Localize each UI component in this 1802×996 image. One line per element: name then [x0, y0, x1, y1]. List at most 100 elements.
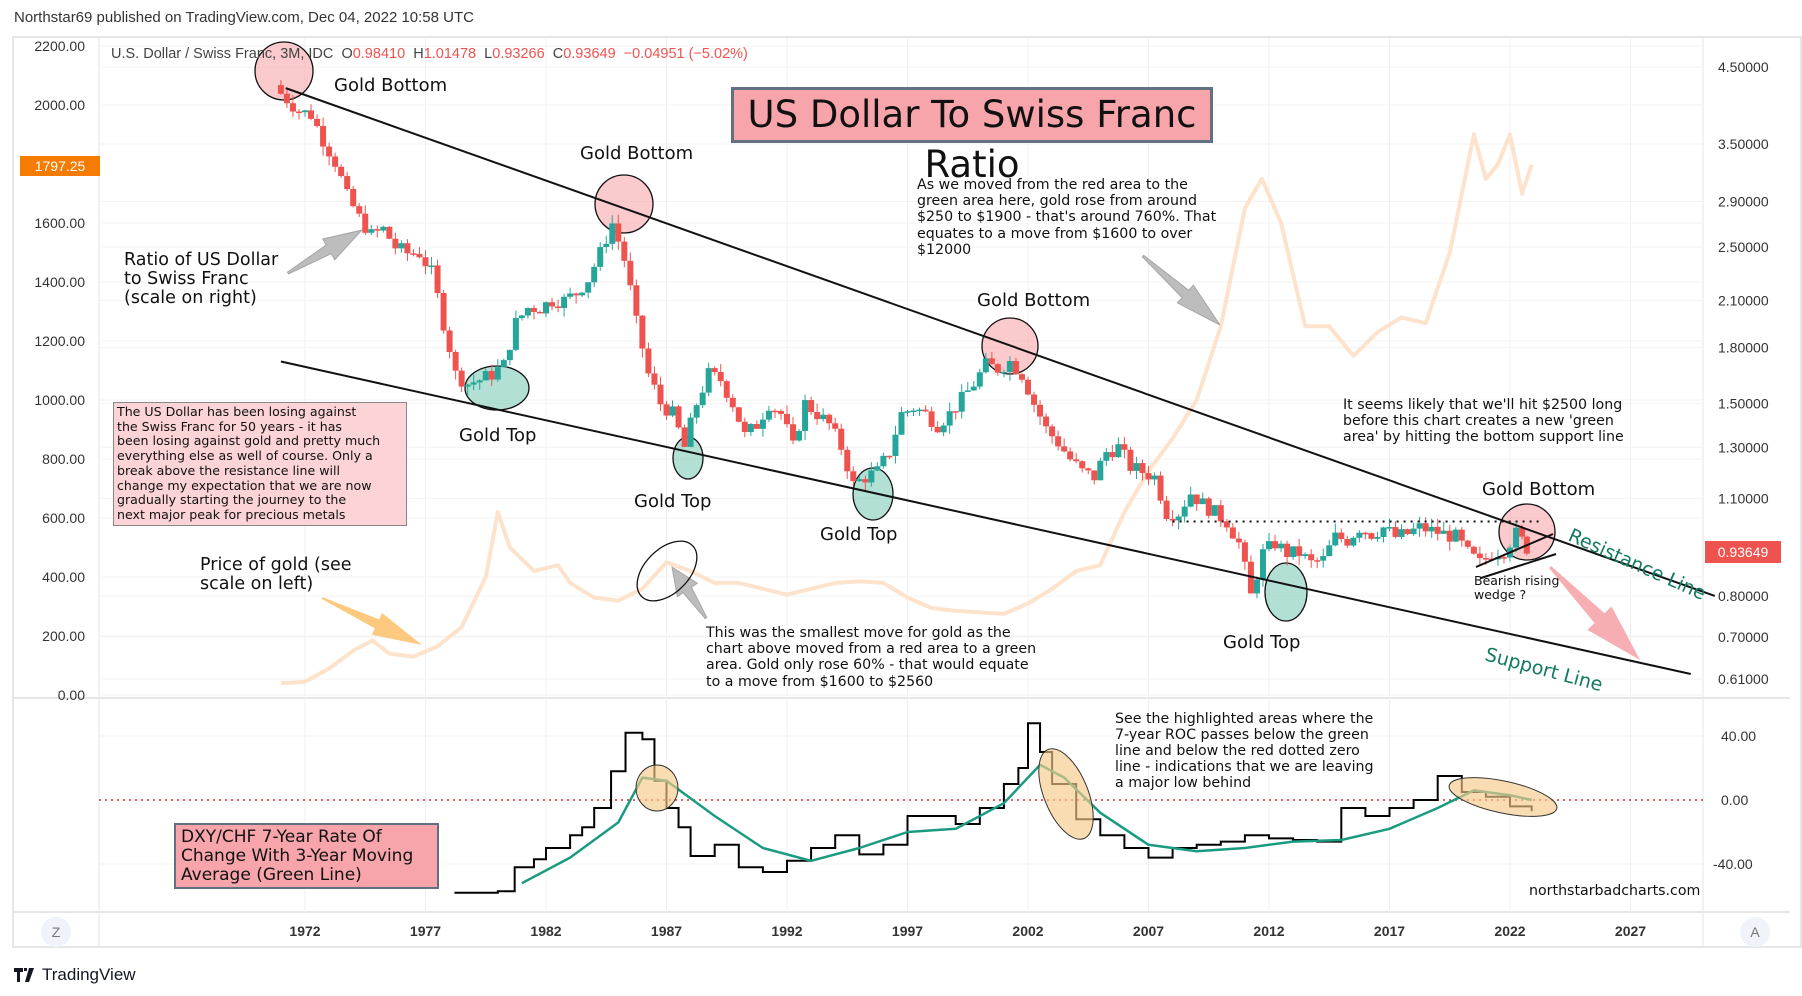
tradingview-logo[interactable]: TradingView [14, 965, 136, 985]
candle-up [494, 367, 501, 380]
candle-down [1344, 539, 1351, 546]
ratio-description-label: Ratio of US Dollar to Swiss Franc (scale… [124, 250, 279, 308]
candle-down [844, 449, 851, 472]
candle-down [657, 384, 664, 405]
gold-top-label-1995: Gold Top [820, 524, 898, 545]
candle-up [765, 410, 772, 420]
candle-up [880, 455, 887, 467]
candle-down [434, 265, 441, 294]
candle-down [1476, 553, 1483, 559]
candle-down [711, 368, 718, 373]
candle-up [1211, 505, 1218, 516]
time-tick-label: 1997 [892, 923, 923, 939]
candle-up [1133, 463, 1140, 471]
candle-down [952, 411, 959, 413]
candle-up [1320, 556, 1327, 561]
candle-down [1404, 529, 1411, 535]
candle-up [1199, 498, 1206, 505]
candle-down [1169, 519, 1176, 521]
candle-down [289, 103, 296, 112]
candle-down [1392, 527, 1399, 537]
right-tick-label: 1.10000 [1718, 490, 1769, 506]
right-tick-label: 1.50000 [1718, 395, 1769, 411]
candle-down [1145, 473, 1152, 480]
candle-down [1079, 461, 1086, 469]
candle-down [808, 400, 815, 413]
roc-tick-label: 0.00 [1721, 792, 1748, 808]
resistance-line [285, 87, 1716, 597]
candle-up [1428, 526, 1435, 532]
timezone-button[interactable]: Z [41, 917, 71, 947]
roc-description-box: DXY/CHF 7-Year Rate Of Change With 3-Yea… [174, 823, 439, 889]
candle-down [1157, 475, 1164, 501]
roc-highlight-ovals [635, 748, 1558, 840]
candle-down [615, 223, 622, 242]
candle-up [693, 405, 700, 418]
candle-up [1187, 494, 1194, 507]
roc-step-line [454, 722, 1533, 894]
candle-down [1284, 543, 1291, 558]
candle-down [446, 330, 453, 353]
candle-up [561, 296, 568, 309]
candle-down [1109, 452, 1116, 458]
candle-up [1513, 527, 1520, 548]
candle-up [1452, 529, 1459, 542]
candle-down [1091, 470, 1098, 481]
low-value: 0.93266 [492, 46, 545, 62]
candle-down [1464, 540, 1471, 547]
trendlines [280, 87, 1716, 675]
summary-note-box: The US Dollar has been losing against th… [113, 402, 407, 526]
candle-down [1296, 546, 1303, 557]
candle-down [1193, 494, 1200, 505]
candle-up [802, 400, 809, 431]
candle-up [705, 368, 712, 393]
right-tick-label: 0.70000 [1718, 629, 1769, 645]
candle-down [440, 293, 447, 331]
candle-up [970, 386, 977, 391]
candle-down [422, 257, 429, 267]
left-tick-label: 1600.00 [34, 215, 85, 231]
right-tick-label: 4.50000 [1718, 59, 1769, 75]
candle-up [506, 349, 513, 361]
time-tick-label: 2002 [1012, 923, 1043, 939]
gold-price-series [280, 132, 1534, 686]
candle-down [1067, 451, 1074, 460]
candle-down [1446, 530, 1453, 542]
candle-down [1362, 532, 1369, 535]
candle-up [543, 302, 549, 314]
publish-info: Northstar69 published on TradingView.com… [14, 9, 474, 26]
annotation-arrows [286, 229, 1640, 660]
candle-down [1049, 426, 1056, 437]
candle-up [759, 419, 766, 429]
left-tick-label: 800.00 [42, 451, 85, 467]
candle-down [1043, 416, 1050, 427]
auto-scale-button[interactable]: A [1740, 917, 1770, 947]
candle-up [500, 360, 507, 368]
candle-up [609, 223, 616, 244]
gold-price-line [280, 132, 1534, 686]
candle-down [988, 358, 995, 365]
candle-down [723, 381, 730, 398]
time-tick-label: 1992 [771, 923, 802, 939]
low-label: L [484, 46, 493, 62]
candle-up [1380, 527, 1387, 537]
candle-down [1368, 533, 1375, 539]
candle-up [874, 466, 881, 471]
gold-top-label-1980: Gold Top [459, 425, 537, 446]
candle-down [651, 373, 658, 385]
candle-down [928, 411, 935, 427]
candle-up [1332, 532, 1339, 546]
candle-up [1326, 545, 1333, 557]
candle-down [1061, 446, 1068, 452]
candle-up [1097, 460, 1104, 481]
candle-down [308, 110, 315, 119]
candle-down [1127, 449, 1134, 471]
gold-move-note: As we moved from the red area to the gre… [917, 177, 1217, 258]
roc-highlight-oval-1986 [635, 764, 679, 812]
candle-down [862, 479, 869, 483]
candle-up [603, 243, 610, 248]
candle-up [1000, 371, 1007, 374]
candle-up [518, 315, 525, 319]
candle-down [1482, 558, 1489, 560]
